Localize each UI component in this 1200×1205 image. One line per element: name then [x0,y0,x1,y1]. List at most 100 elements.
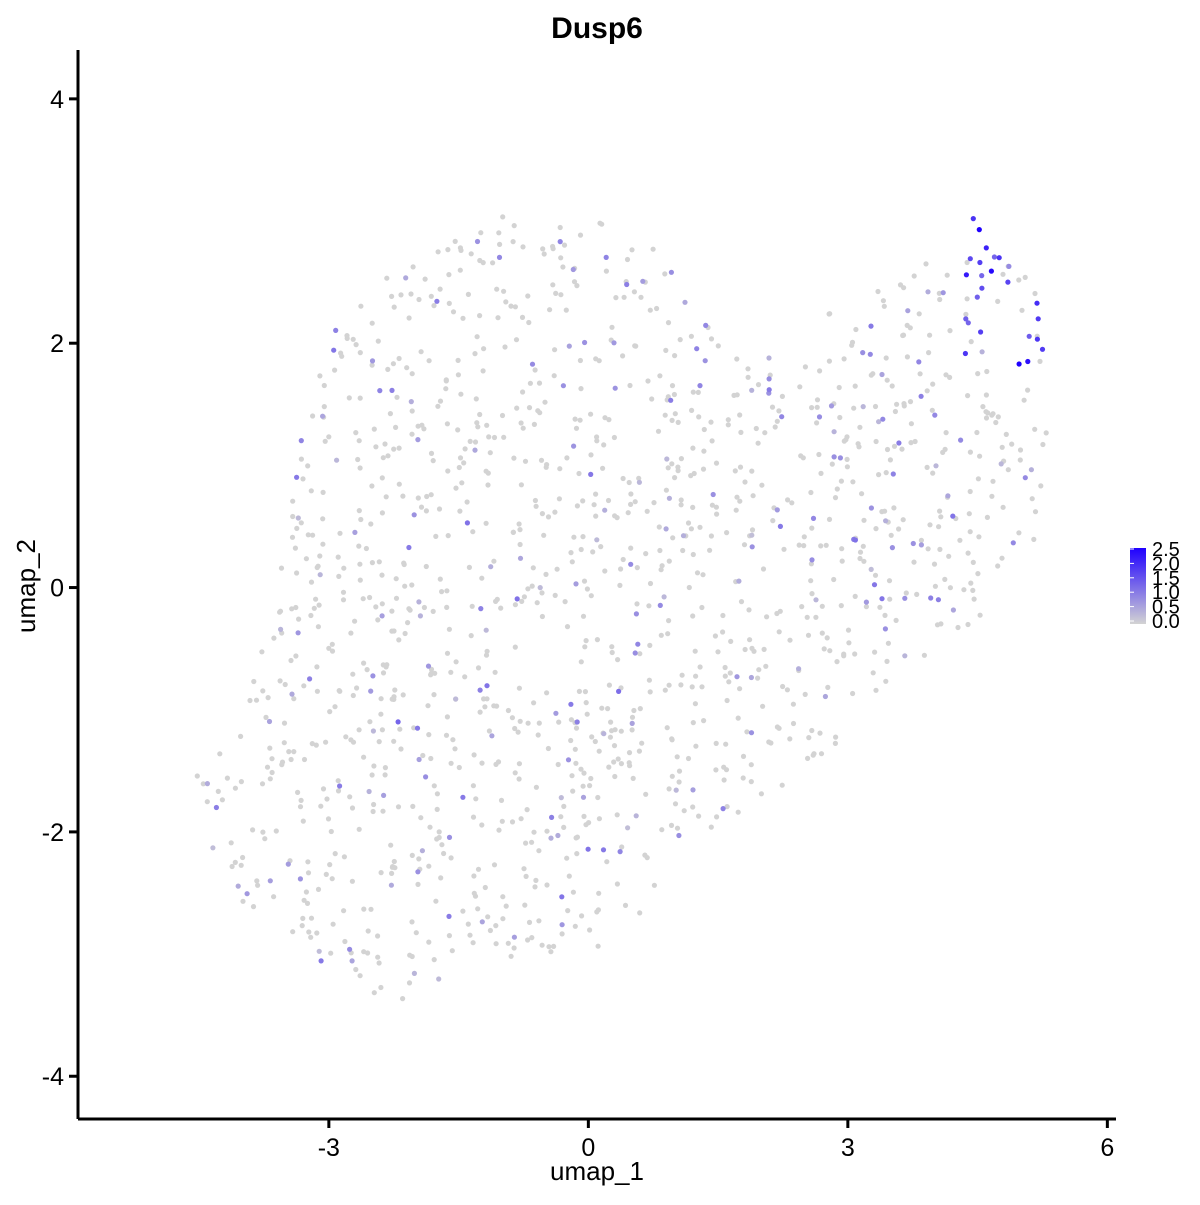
cell-point [428,492,434,498]
cell-point [393,576,399,582]
cell-point [471,890,477,896]
cell-point [439,842,445,848]
cell-point [462,446,468,452]
cell-point [349,805,356,811]
cell-point [686,584,692,591]
cell-point [762,430,768,436]
cell-point [1005,467,1011,473]
cell-point-expressing [979,273,985,279]
cell-point [375,954,381,960]
cell-point-expressing [278,626,284,633]
cell-point-expressing [1039,346,1046,352]
cell-point [343,734,349,740]
cell-point [735,715,741,721]
cell-point [521,594,528,600]
cell-point [519,314,526,320]
cell-point [966,511,972,517]
cell-point-expressing [560,383,567,389]
cell-point [838,478,845,484]
cell-point-expressing [210,845,216,851]
cell-point [400,996,406,1002]
cell-point [531,829,537,835]
cell-point [411,725,417,731]
cell-point-expressing [611,340,617,346]
cell-point [738,599,745,605]
cell-point [446,300,452,306]
cell-point [509,715,515,721]
cell-point [382,765,388,771]
cell-point [645,378,651,384]
cell-point [543,571,549,578]
cell-point [637,910,643,916]
cell-point [296,616,302,622]
cell-point [852,651,858,657]
cell-point [500,894,506,900]
cell-point [332,851,338,857]
cell-point [484,422,490,428]
cell-point [304,900,311,907]
cell-point [740,753,747,760]
cell-point [989,493,995,499]
cell-point [615,657,621,663]
cell-point [470,814,477,820]
cell-point [371,990,377,996]
cell-point-expressing [295,515,301,521]
cell-point-expressing [978,329,984,335]
cell-point [290,929,296,935]
cell-point [908,421,915,427]
cell-point-expressing [918,393,924,399]
cell-point-expressing [472,447,478,453]
cell-point [406,980,413,986]
cell-point-expressing [928,595,934,601]
cell-point [605,706,611,712]
cell-point [760,566,767,572]
cell-point-expressing [600,847,607,853]
cell-point [329,641,335,647]
cell-point [808,561,815,567]
cell-point [531,700,537,706]
cell-point-expressing [879,371,885,378]
cell-point [418,349,424,355]
cell-point [561,824,567,831]
cell-point [305,532,311,538]
cell-point [914,591,920,598]
cell-point [608,719,614,725]
cell-point-expressing [478,606,484,612]
cell-point [240,854,246,861]
cell-point [444,421,450,427]
cell-point [263,714,269,721]
cell-point [701,718,707,724]
cell-point [428,672,434,678]
cell-point [873,526,879,532]
cell-point [780,683,786,690]
cell-point [468,251,474,257]
y-tick-label: 4 [50,86,64,114]
cell-point-expressing [570,266,576,273]
cell-point [438,875,444,881]
cell-point [604,859,610,865]
cell-point [826,516,833,523]
cell-point [697,664,703,670]
cell-point [961,587,967,593]
cell-point-expressing [617,849,623,855]
cell-point [538,457,545,463]
chart-title: Dusp6 [551,12,643,45]
cell-point [228,840,234,846]
cell-point [964,259,970,266]
cell-point [491,558,497,564]
cell-point [720,612,726,619]
cell-point-expressing [822,693,829,700]
cell-point [369,772,375,778]
cell-point [468,633,474,639]
cell-point [837,414,843,421]
cell-point [836,384,842,391]
cell-point [523,873,529,880]
cell-point [378,696,384,702]
cell-point [876,472,882,478]
cell-point [832,495,839,501]
cell-point [809,525,815,531]
cell-point [390,361,396,367]
cell-point [517,718,523,724]
cell-point [894,401,900,407]
cell-point [727,670,733,676]
